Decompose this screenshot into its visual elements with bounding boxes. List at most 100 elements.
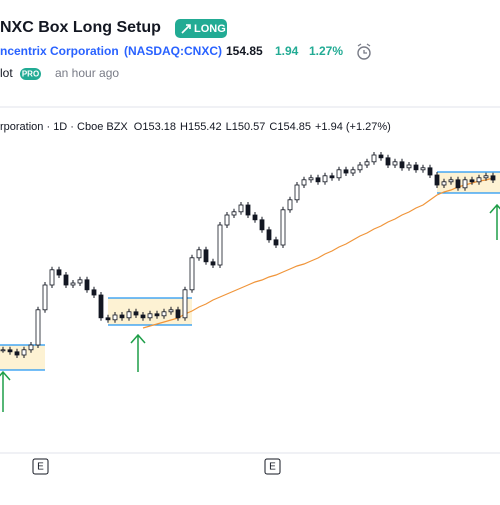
moving-average (142, 177, 494, 329)
candle (371, 154, 377, 163)
candle (441, 181, 447, 186)
candle (105, 317, 111, 321)
candle (469, 179, 475, 183)
candle (280, 209, 286, 246)
candle (455, 179, 461, 189)
candle (217, 224, 223, 266)
candle (448, 179, 454, 183)
candle (91, 289, 97, 296)
candle (329, 175, 335, 179)
candle (364, 161, 370, 166)
candle (490, 175, 496, 181)
plot (0, 152, 500, 371)
ohlc-label: L (226, 121, 232, 133)
long-badge (175, 19, 227, 38)
candle (462, 179, 468, 189)
candle (196, 249, 202, 259)
candle (322, 175, 328, 183)
candle (238, 204, 244, 213)
box-fill (437, 172, 500, 193)
ohlc-label: H (180, 121, 188, 133)
ohlc-value: 153.18 (142, 121, 176, 133)
legend-change: +1.94 (+1.27%) (315, 121, 391, 133)
candle (294, 184, 300, 201)
candle (147, 313, 153, 319)
candle (252, 214, 258, 221)
candle (378, 154, 384, 159)
pro-badge (20, 68, 41, 80)
long-icon (181, 24, 191, 34)
ticker[interactable]: (NASDAQ:CNXC) (124, 44, 222, 58)
legend-symbol: rporation · 1D · Cboe BZX (0, 121, 128, 133)
candle (175, 309, 181, 319)
candle (245, 204, 251, 216)
event-label: E (37, 462, 44, 473)
candle (189, 257, 195, 291)
candle (343, 169, 349, 174)
candle (259, 219, 265, 231)
candle (49, 269, 55, 286)
author[interactable]: lot (0, 66, 13, 80)
candle (420, 167, 426, 171)
candle (476, 177, 482, 183)
candle (357, 164, 363, 171)
candle (224, 214, 230, 226)
ohlc-label: O (134, 121, 143, 133)
event-markers: E E (32, 458, 281, 475)
ohlc-value: 154.85 (277, 121, 311, 133)
candle (42, 284, 48, 311)
candle (266, 229, 272, 241)
candle (7, 349, 13, 353)
candle (182, 289, 188, 319)
candle (63, 274, 69, 286)
candle (119, 314, 125, 319)
ohlc-label: C (269, 121, 277, 133)
candle (406, 164, 412, 169)
candle (413, 164, 419, 171)
candle (392, 161, 398, 166)
candle (483, 175, 489, 179)
candle (315, 177, 321, 183)
candle (301, 179, 307, 186)
candle (28, 344, 34, 351)
candle (0, 349, 6, 352)
candle (336, 169, 342, 179)
time: an hour ago (55, 66, 119, 80)
candle (308, 177, 314, 181)
candle (126, 311, 132, 319)
candle (84, 279, 90, 291)
idea-title: NXC Box Long Setup (0, 19, 161, 36)
company[interactable]: ncentrix Corporation (0, 44, 119, 58)
candle (35, 309, 41, 346)
candle (161, 311, 167, 317)
box-fill (0, 345, 45, 370)
candle (98, 294, 104, 319)
candle (140, 314, 146, 319)
chart-legend: rporation · 1D · Cboe BZX O153.18 H155.42 L… (0, 121, 391, 133)
candle (427, 167, 433, 176)
candle (273, 239, 279, 246)
candle (112, 314, 118, 321)
price: 154.85 (226, 44, 263, 58)
candle (77, 279, 83, 284)
candle (70, 282, 76, 286)
pro-badge-text: PRO (22, 70, 39, 79)
change-pct: 1.27% (309, 44, 343, 58)
event-label: E (269, 462, 276, 473)
candle (56, 269, 62, 276)
candle (21, 349, 27, 356)
candle (168, 309, 174, 313)
candle (434, 174, 440, 186)
ohlc-value: 150.57 (232, 121, 266, 133)
candle (385, 157, 391, 166)
candle (14, 351, 20, 356)
candle (287, 199, 293, 211)
candle (350, 169, 356, 174)
candle (133, 311, 139, 316)
alert-icon[interactable] (357, 43, 371, 60)
candle (210, 261, 216, 266)
candle (231, 211, 237, 216)
candle (154, 313, 160, 317)
long-badge-text: LONG (194, 23, 226, 35)
